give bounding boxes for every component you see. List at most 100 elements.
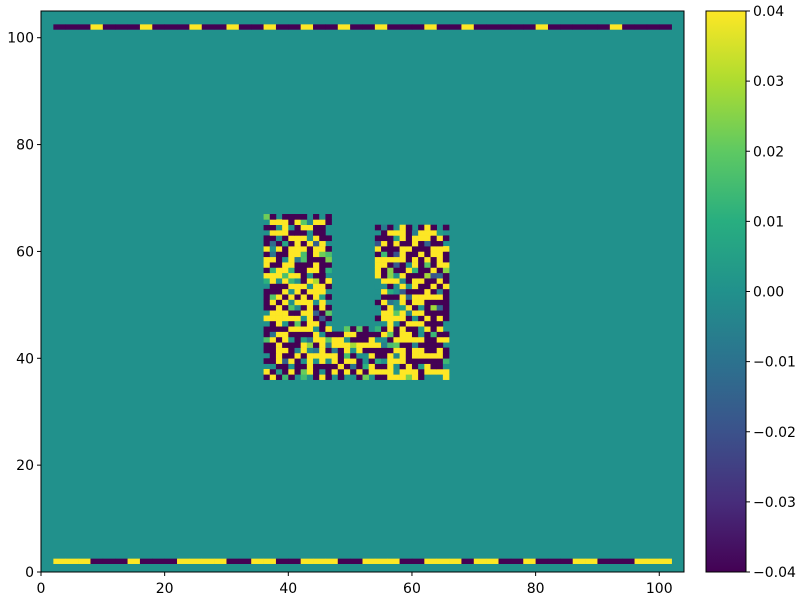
noise-cell	[269, 310, 277, 316]
boundary-cell-bottom	[473, 558, 487, 564]
boundary-cell-top	[313, 24, 326, 30]
noise-cell	[282, 358, 289, 364]
noise-cell	[381, 374, 388, 380]
noise-cell	[325, 283, 332, 290]
noise-cell	[313, 288, 320, 295]
noise-cell	[288, 363, 295, 370]
noise-cell	[269, 283, 277, 290]
noise-cell	[387, 363, 394, 370]
noise-cell	[424, 368, 431, 375]
noise-cell	[393, 352, 400, 359]
noise-cell	[436, 331, 444, 338]
noise-cell	[387, 246, 394, 252]
noise-cell	[313, 310, 320, 316]
noise-cell	[350, 331, 357, 338]
noise-cell	[374, 315, 382, 322]
boundary-cell-top	[486, 24, 499, 30]
noise-cell	[306, 310, 314, 316]
noise-cell	[424, 256, 431, 263]
noise-cell	[393, 246, 400, 252]
noise-cell	[368, 347, 376, 354]
noise-cell	[405, 368, 413, 375]
noise-cell	[269, 363, 277, 370]
noise-cell	[405, 304, 413, 311]
noise-cell	[319, 342, 326, 348]
noise-cell	[350, 342, 357, 348]
noise-cell	[331, 352, 339, 359]
noise-cell	[269, 342, 277, 348]
noise-cell	[436, 352, 444, 359]
noise-cell	[374, 368, 382, 375]
noise-cell	[325, 219, 332, 226]
noise-cell	[306, 251, 314, 258]
noise-cell	[411, 304, 419, 311]
noise-cell	[356, 368, 363, 375]
noise-cell	[319, 246, 326, 252]
noise-cell	[325, 358, 332, 364]
noise-cell	[411, 288, 419, 295]
noise-cell	[294, 352, 301, 359]
noise-cell	[399, 336, 407, 343]
noise-cell	[430, 224, 437, 231]
noise-cell	[343, 326, 351, 332]
noise-cell	[393, 256, 400, 263]
noise-cell	[269, 272, 277, 279]
noise-cell	[399, 272, 407, 279]
noise-cell	[399, 283, 407, 290]
noise-cell	[300, 310, 308, 316]
noise-cell	[319, 235, 326, 242]
noise-cell	[300, 251, 308, 258]
noise-cell	[300, 358, 308, 364]
noise-cell	[399, 358, 407, 364]
plot-frame	[40, 10, 685, 573]
noise-cell	[362, 374, 369, 380]
noise-cell	[418, 240, 425, 247]
noise-cell	[294, 224, 301, 231]
noise-cell	[275, 224, 283, 231]
noise-cell	[424, 283, 431, 290]
noise-cell	[300, 331, 308, 338]
noise-cell	[356, 331, 363, 338]
y-tick-label: 20	[16, 458, 34, 474]
noise-cell	[405, 347, 413, 354]
noise-cell	[381, 283, 388, 290]
noise-cell	[442, 256, 450, 263]
colorbar-axis: −0.04 −0.03 −0.02 −0.01 0.00 0.01 0.02 0.03 0.04	[746, 4, 796, 581]
noise-cell	[418, 331, 425, 338]
noise-cell	[424, 347, 431, 354]
boundary-cell-bottom	[387, 558, 400, 564]
noise-cell	[430, 240, 437, 247]
noise-cell	[343, 331, 351, 338]
noise-cell	[319, 363, 326, 370]
noise-cell	[374, 246, 382, 252]
noise-cell	[331, 347, 339, 354]
noise-cell	[300, 304, 308, 311]
noise-cell	[275, 256, 283, 263]
noise-cell	[405, 251, 413, 258]
noise-cell	[393, 267, 400, 274]
noise-cell	[313, 214, 320, 220]
boundary-cell-bottom	[201, 558, 215, 564]
noise-cell	[442, 368, 450, 375]
noise-cell	[343, 342, 351, 348]
noise-cell	[442, 267, 450, 274]
noise-cell	[306, 358, 314, 364]
noise-cell	[381, 336, 388, 343]
boundary-cell-top	[461, 24, 475, 30]
noise-cell	[288, 374, 295, 380]
noise-cell	[343, 352, 351, 359]
noise-cell	[294, 283, 301, 290]
noise-cell	[306, 342, 314, 348]
noise-cell	[275, 251, 283, 258]
noise-cell	[306, 299, 314, 306]
noise-cell	[387, 374, 394, 380]
noise-cell	[269, 347, 277, 354]
noise-cell	[436, 294, 444, 300]
noise-cell	[288, 246, 295, 252]
noise-cell	[282, 336, 289, 343]
noise-cell	[282, 283, 289, 290]
noise-cell	[282, 214, 289, 220]
boundary-cell-top	[251, 24, 264, 30]
noise-cell	[275, 304, 283, 311]
